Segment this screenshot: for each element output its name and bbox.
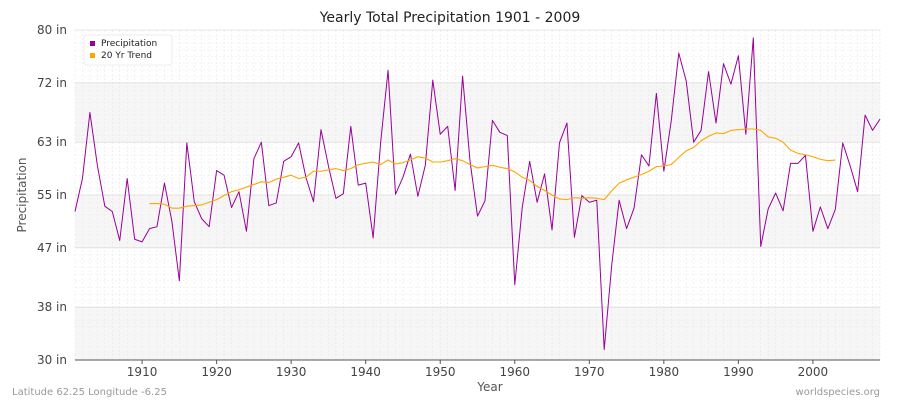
precipitation-line bbox=[74, 37, 881, 350]
chart-title: Yearly Total Precipitation 1901 - 2009 bbox=[319, 10, 581, 26]
y-tick-label: 63 in bbox=[37, 135, 67, 149]
x-axis-ticks: 1910 1920 1930 1940 1950 1960 1970 1980 1990 2000 bbox=[127, 360, 828, 379]
x-tick-label: 1910 bbox=[127, 365, 158, 379]
x-tick-label: 1930 bbox=[276, 365, 307, 379]
legend-swatch bbox=[90, 41, 95, 46]
legend-label: 20 Yr Trend bbox=[101, 51, 152, 61]
x-tick-label: 1920 bbox=[201, 365, 232, 379]
y-tick-label: 38 in bbox=[37, 300, 67, 314]
footer-source: worldspecies.org bbox=[796, 387, 880, 398]
y-tick-label: 72 in bbox=[37, 76, 67, 90]
y-tick-label: 30 in bbox=[37, 353, 67, 367]
x-tick-label: 1970 bbox=[574, 365, 605, 379]
legend: Precipitation 20 Yr Trend bbox=[83, 34, 173, 66]
legend-box bbox=[83, 34, 173, 66]
trend-line bbox=[149, 128, 836, 209]
x-tick-label: 1940 bbox=[350, 365, 381, 379]
y-axis-label: Precipitation bbox=[15, 157, 29, 232]
series-layer bbox=[74, 37, 881, 350]
x-tick-label: 1980 bbox=[649, 365, 680, 379]
x-axis-label: Year bbox=[476, 380, 502, 394]
grid-lines bbox=[74, 29, 881, 361]
y-tick-label: 55 in bbox=[37, 188, 67, 202]
x-tick-label: 1950 bbox=[425, 365, 456, 379]
legend-label: Precipitation bbox=[101, 39, 157, 49]
x-tick-label: 2000 bbox=[798, 365, 829, 379]
y-tick-label: 47 in bbox=[37, 241, 67, 255]
legend-swatch bbox=[90, 53, 95, 58]
x-tick-label: 1960 bbox=[499, 365, 530, 379]
y-axis-ticks: 30 in 38 in 47 in 55 in 63 in 72 in 80 in bbox=[37, 23, 67, 367]
x-tick-label: 1990 bbox=[723, 365, 754, 379]
footer-coordinates: Latitude 62.25 Longitude -6.25 bbox=[12, 387, 167, 398]
plot-band bbox=[75, 247, 880, 308]
y-tick-label: 80 in bbox=[37, 23, 67, 37]
